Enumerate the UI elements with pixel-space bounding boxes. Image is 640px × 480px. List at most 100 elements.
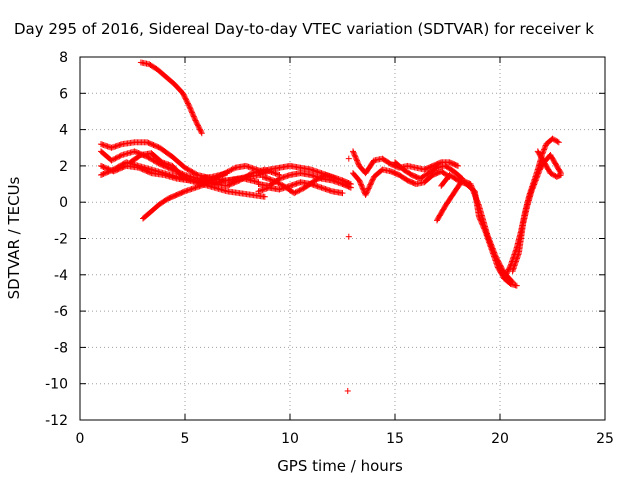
- data-point-east-b: [364, 188, 371, 195]
- data-point-drop-b: [484, 233, 491, 240]
- data-point-recovery-b: [533, 174, 540, 181]
- data-point-track-a: [183, 165, 190, 172]
- data-point-east-b: [363, 190, 370, 197]
- data-point-drop-b: [497, 262, 504, 269]
- y-tick-label: 4: [59, 123, 68, 139]
- data-point-mid-d: [316, 175, 323, 182]
- data-point-track-b: [116, 153, 123, 160]
- x-tick-label: 20: [491, 431, 509, 447]
- data-point-mid-d: [299, 186, 306, 193]
- y-tick-label: 2: [59, 159, 68, 175]
- data-point-drop-b: [469, 186, 476, 193]
- y-tick-label: -6: [54, 304, 68, 320]
- data-point-drop-b: [470, 189, 477, 196]
- data-point-high-arc: [191, 116, 198, 123]
- data-point-drop-b: [468, 182, 475, 189]
- data-point-high-arc: [180, 91, 187, 98]
- data-point-high-arc: [195, 122, 202, 129]
- data-point-east-b: [363, 189, 370, 196]
- data-point-recovery: [552, 137, 559, 144]
- data-point-high-arc: [187, 105, 194, 112]
- data-point-track-a: [146, 140, 153, 147]
- data-point-recovery-c: [548, 170, 555, 177]
- data-point-recovery: [554, 138, 561, 145]
- data-point-track-d: [115, 163, 122, 170]
- data-point-east-a: [351, 152, 358, 159]
- data-point-mid-d: [295, 188, 302, 195]
- x-tick-label: 25: [596, 431, 614, 447]
- data-point-track-c: [101, 164, 108, 171]
- data-point-drop-b: [473, 196, 480, 203]
- data-point-high-arc: [190, 113, 197, 120]
- data-point-drop-b: [489, 244, 496, 251]
- data-point-high-arc: [196, 126, 203, 133]
- data-point-track-b: [150, 157, 157, 164]
- data-point-high-arc: [193, 120, 200, 127]
- data-point-high-arc: [182, 95, 189, 102]
- data-point-track-d: [119, 161, 126, 168]
- data-point-track-e: [224, 168, 231, 175]
- data-point-east-b: [358, 181, 365, 188]
- data-point-drop-b: [491, 249, 498, 256]
- data-point-high-arc: [193, 118, 200, 125]
- data-point-recovery-b: [536, 167, 543, 174]
- data-point-track-a: [145, 139, 152, 146]
- data-point-track-e: [211, 175, 218, 182]
- data-point-track-d: [101, 170, 108, 177]
- data-point-drop-b: [471, 191, 478, 198]
- data-point-mid-d: [274, 179, 281, 186]
- data-point-east-b: [367, 181, 374, 188]
- data-point-high-arc: [197, 127, 204, 134]
- data-point-mid-d: [313, 176, 320, 183]
- data-point-high-arc: [185, 101, 192, 108]
- data-point-mid-d: [318, 174, 325, 181]
- data-point-high-arc: [195, 123, 202, 130]
- data-point-drop-b: [492, 253, 499, 260]
- data-point-outliers: [344, 181, 351, 188]
- data-point-drop-b: [499, 266, 506, 273]
- data-point-recovery-b: [531, 181, 538, 188]
- data-point-mid-d: [272, 178, 279, 185]
- data-point-track-e: [219, 171, 226, 178]
- data-point-track-b: [147, 156, 154, 163]
- grid: [80, 57, 605, 420]
- y-tick-label: 0: [59, 195, 68, 211]
- data-point-track-d: [261, 193, 268, 200]
- data-point-high-arc: [189, 109, 196, 116]
- data-point-drop-b: [490, 248, 497, 255]
- data-point-drop-b: [468, 183, 475, 190]
- data-point-east-b: [356, 178, 363, 185]
- data-point-track-d: [106, 168, 113, 175]
- data-point-drop-b: [494, 257, 501, 264]
- data-point-mid-d: [292, 189, 299, 196]
- y-axis-label: SDTVAR / TECUs: [5, 176, 23, 299]
- data-point-drop-b: [470, 187, 477, 194]
- data-point-drop-b: [473, 197, 480, 204]
- data-point-recovery-b: [530, 184, 537, 191]
- data-point-recovery: [550, 136, 557, 143]
- data-point-recovery: [501, 274, 508, 281]
- data-point-high-arc: [184, 99, 191, 106]
- data-point-drop-b: [471, 190, 478, 197]
- data-point-track-b: [111, 156, 118, 163]
- data-point-high-arc: [190, 112, 197, 119]
- data-points: [98, 59, 564, 394]
- data-point-high-arc: [194, 121, 201, 128]
- data-point-drop-b: [495, 258, 502, 265]
- y-tick-label: 8: [59, 50, 68, 66]
- data-point-recovery-b: [528, 188, 535, 195]
- data-point-track-e: [215, 173, 222, 180]
- data-point-east-b: [369, 177, 376, 184]
- data-point-drop-b: [486, 237, 493, 244]
- x-axis-label: GPS time / hours: [277, 457, 403, 475]
- data-point-drop-b: [488, 242, 495, 249]
- data-point-mid-b: [347, 184, 354, 191]
- data-point-mid-d: [291, 190, 298, 197]
- data-point-mid-d: [317, 174, 324, 181]
- data-point-track-d: [113, 165, 120, 172]
- data-point-track-a: [185, 166, 192, 173]
- data-point-drop-b: [469, 185, 476, 192]
- data-point-track-a: [149, 141, 156, 148]
- data-point-high-arc: [187, 106, 194, 113]
